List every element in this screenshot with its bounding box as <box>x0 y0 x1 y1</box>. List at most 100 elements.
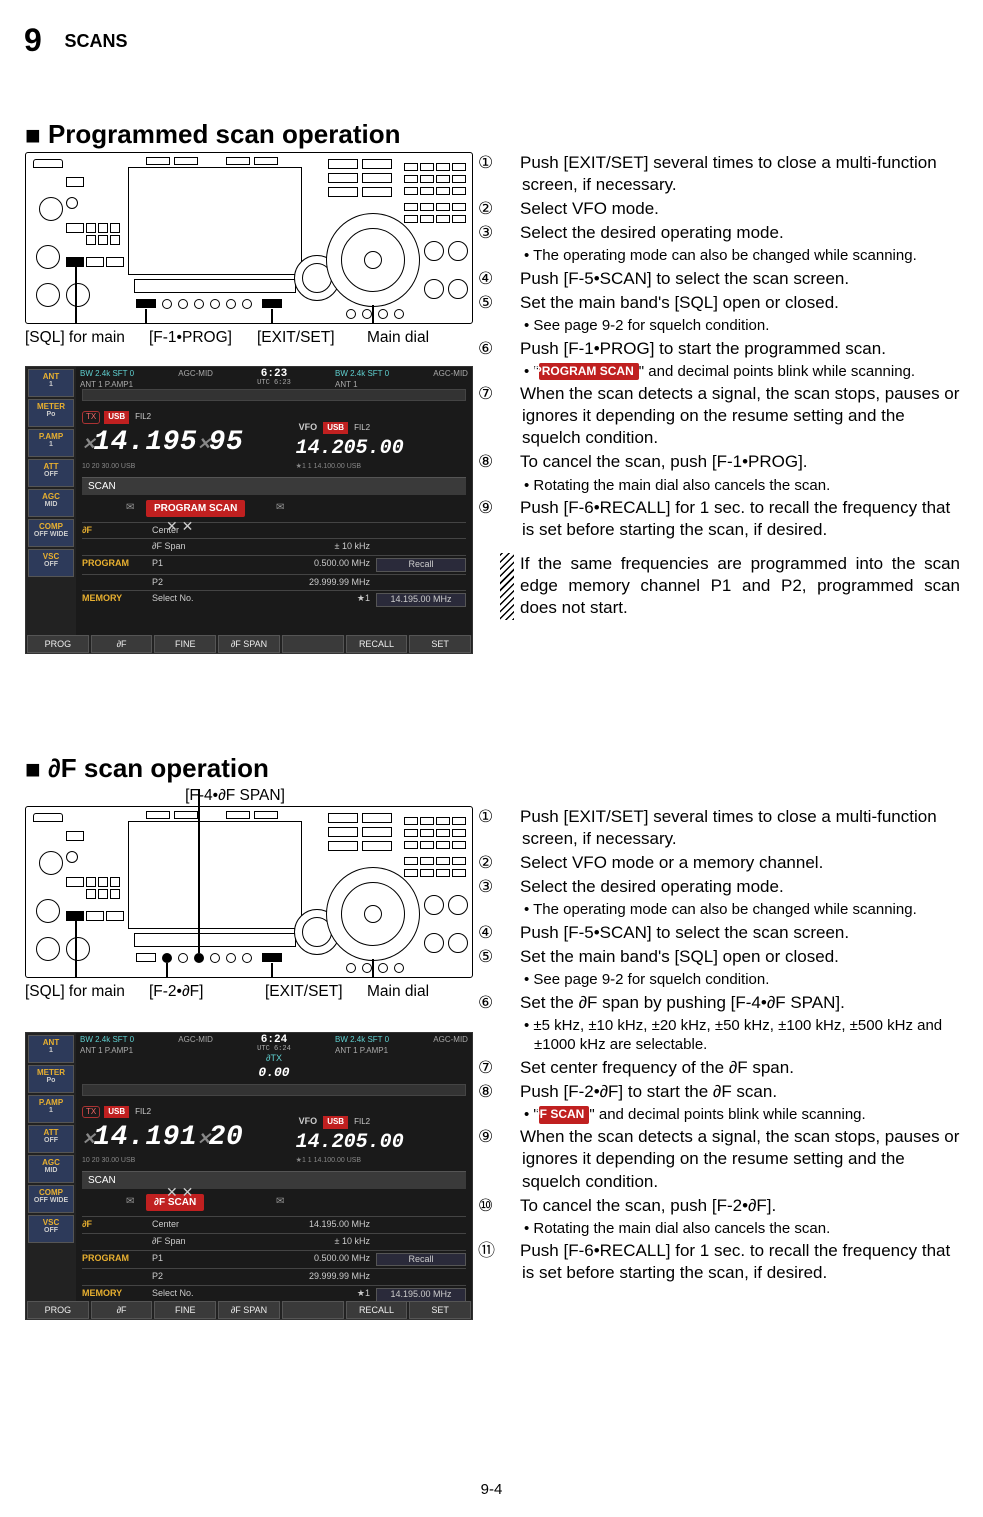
section2-left-column: [F-4•∂F SPAN] <box>25 786 475 1320</box>
step-number-icon: ⑦ <box>500 383 520 405</box>
section2-heading: ■ ∂F scan operation <box>25 752 269 787</box>
step-sub-bullet: • Rotating the main dial also cancels th… <box>500 1219 960 1239</box>
bottom-soft-button: FINE <box>154 635 216 653</box>
step-number-icon: ⑤ <box>500 946 520 968</box>
step-text: Push [EXIT/SET] several times to close a… <box>520 807 937 848</box>
instruction-step: ④Push [F-5•SCAN] to select the scan scre… <box>500 922 960 944</box>
bottom-soft-button: FINE <box>154 1301 216 1319</box>
sidebar-soft-button: AGCMID <box>28 1155 74 1183</box>
sidebar-soft-button: COMPOFF WIDE <box>28 1185 74 1213</box>
instruction-step: ③Select the desired operating mode. <box>500 876 960 898</box>
section1-heading: ■ Programmed scan operation <box>25 118 401 153</box>
step-text: Push [EXIT/SET] several times to close a… <box>520 153 937 194</box>
sidebar-soft-button: COMPOFF WIDE <box>28 519 74 547</box>
step-number-icon: ⑦ <box>500 1057 520 1079</box>
step-text: Push [F-5•SCAN] to select the scan scree… <box>520 923 849 942</box>
section2-title: ∂F scan operation <box>48 753 269 783</box>
sidebar-soft-button: ANT1 <box>28 369 74 397</box>
screenshot-bottom-bar: PROG∂FFINE∂F SPANRECALLSET <box>26 635 472 653</box>
step-number-icon: ① <box>500 152 520 174</box>
callout-maindial: Main dial <box>367 328 429 348</box>
section1-instructions: ①Push [EXIT/SET] several times to close … <box>500 152 960 620</box>
instruction-step: ③Select the desired operating mode. <box>500 222 960 244</box>
callout-sql: [SQL] for main <box>25 982 149 1002</box>
scan-table-row: MEMORYSelect No.★114.195.00 MHz <box>82 1285 466 1304</box>
note-text: If the same frequencies are programmed i… <box>520 553 960 619</box>
instruction-step: ⑩To cancel the scan, push [F-2•∂F]. <box>500 1195 960 1217</box>
sidebar-soft-button: VSCOFF <box>28 549 74 577</box>
bottom-soft-button <box>282 635 344 653</box>
step-sub-bullet: • "PROGRAM SCAN" and decimal points blin… <box>500 362 960 382</box>
step-text: Push [F-1•PROG] to start the programmed … <box>520 339 886 358</box>
step-sub-bullet: • Rotating the main dial also cancels th… <box>500 476 960 496</box>
instruction-step: ⑪Push [F-6•RECALL] for 1 sec. to recall … <box>500 1240 960 1284</box>
sidebar-soft-button: ANT1 <box>28 1035 74 1063</box>
step-sub-bullet: • "∂F SCAN" and decimal points blink whi… <box>500 1105 960 1125</box>
scan-table-row: PROGRAMP10.500.00 MHzRecall <box>82 1250 466 1269</box>
instruction-step: ⑤Set the main band's [SQL] open or close… <box>500 292 960 314</box>
step-text: Push [F-6•RECALL] for 1 sec. to recall t… <box>520 1241 950 1282</box>
instruction-step: ⑦Set center frequency of the ∂F span. <box>500 1057 960 1079</box>
step-number-icon: ⑥ <box>500 338 520 360</box>
section1-title: Programmed scan operation <box>48 119 401 149</box>
scan-mode-pill: PROGRAM SCAN <box>539 363 639 381</box>
section2-top-callout: [F-4•∂F SPAN] <box>25 786 475 806</box>
step-number-icon: ① <box>500 806 520 828</box>
bottom-soft-button: RECALL <box>346 1301 408 1319</box>
step-number-icon: ④ <box>500 922 520 944</box>
instruction-step: ①Push [EXIT/SET] several times to close … <box>500 806 960 850</box>
square-bullet-icon: ■ <box>25 753 41 787</box>
sidebar-soft-button: ATTOFF <box>28 459 74 487</box>
step-sub-bullet: • The operating mode can also be changed… <box>500 246 960 266</box>
scan-table-row: ∂FCenter14.195.00 MHz <box>82 1216 466 1233</box>
radio-screenshot-1: ANT1METERPoP.AMP1ATTOFFAGCMIDCOMPOFF WID… <box>25 366 473 654</box>
bottom-soft-button: RECALL <box>346 635 408 653</box>
step-text: Push [F-2•∂F] to start the ∂F scan. <box>520 1082 777 1101</box>
scan-table-row: P229.999.99 MHz <box>82 1268 466 1285</box>
step-number-icon: ⑨ <box>500 497 520 519</box>
scan-mode-pill: ∂F SCAN <box>539 1106 590 1124</box>
chapter-title: SCANS <box>65 30 128 53</box>
sidebar-soft-button: METERPo <box>28 399 74 427</box>
step-number-icon: ⑧ <box>500 1081 520 1103</box>
step-number-icon: ⑩ <box>500 1195 520 1217</box>
step-sub-bullet: • See page 9-2 for squelch condition. <box>500 970 960 990</box>
step-number-icon: ③ <box>500 222 520 244</box>
page-number: 9-4 <box>0 1480 983 1500</box>
instruction-step: ④Push [F-5•SCAN] to select the scan scre… <box>500 268 960 290</box>
callout-exitset: [EXIT/SET] <box>257 328 367 348</box>
sidebar-soft-button: ATTOFF <box>28 1125 74 1153</box>
bottom-soft-button: ∂F SPAN <box>218 1301 280 1319</box>
section1-left-column: [SQL] for main [F-1•PROG] [EXIT/SET] Mai… <box>25 152 475 654</box>
bottom-soft-button: SET <box>409 635 471 653</box>
screenshot-main-area: BW 2.4k SFT 0ANT 1 P.AMP1AGC-MID6:23UTC … <box>76 367 472 635</box>
radio-line-diagram-1 <box>25 152 473 324</box>
instruction-step: ②Select VFO mode. <box>500 198 960 220</box>
bottom-soft-button <box>282 1301 344 1319</box>
bottom-soft-button: PROG <box>27 635 89 653</box>
step-text: When the scan detects a signal, the scan… <box>520 384 959 447</box>
step-text: Set the ∂F span by pushing [F-4•∂F SPAN]… <box>520 993 845 1012</box>
hatch-icon <box>500 553 514 619</box>
callout-sql: [SQL] for main <box>25 328 149 348</box>
sidebar-soft-button: P.AMP1 <box>28 1095 74 1123</box>
page-header: 9 SCANS <box>24 20 128 62</box>
step-text: Select VFO mode or a memory channel. <box>520 853 823 872</box>
step-number-icon: ② <box>500 852 520 874</box>
instruction-step: ⑥Push [F-1•PROG] to start the programmed… <box>500 338 960 360</box>
step-text: To cancel the scan, push [F-2•∂F]. <box>520 1196 776 1215</box>
bottom-soft-button: SET <box>409 1301 471 1319</box>
instruction-step: ⑨When the scan detects a signal, the sca… <box>500 1126 960 1192</box>
callout-f1prog: [F-1•PROG] <box>149 328 257 348</box>
screenshot-main-area: BW 2.4k SFT 0ANT 1 P.AMP1AGC-MID6:24UTC … <box>76 1033 472 1301</box>
step-text: Push [F-6•RECALL] for 1 sec. to recall t… <box>520 498 950 539</box>
step-number-icon: ④ <box>500 268 520 290</box>
callout-f2df: [F-2•∂F] <box>149 982 265 1002</box>
step-text: Select VFO mode. <box>520 199 659 218</box>
instruction-step: ⑥Set the ∂F span by pushing [F-4•∂F SPAN… <box>500 992 960 1014</box>
square-bullet-icon: ■ <box>25 119 41 153</box>
screenshot-sidebar: ANT1METERPoP.AMP1ATTOFFAGCMIDCOMPOFF WID… <box>26 367 76 653</box>
step-sub-bullet: • The operating mode can also be changed… <box>500 900 960 920</box>
step-number-icon: ② <box>500 198 520 220</box>
sidebar-soft-button: AGCMID <box>28 489 74 517</box>
